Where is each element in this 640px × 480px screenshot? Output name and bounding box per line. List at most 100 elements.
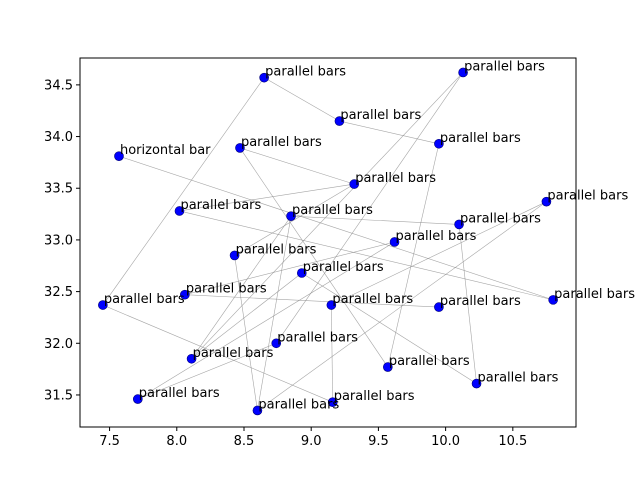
- x-tick-label: 8.0: [166, 434, 187, 449]
- plot-area-frame: [79, 57, 577, 428]
- data-point-label: parallel bars: [186, 282, 267, 297]
- connection-line: [137, 241, 395, 400]
- data-point: [235, 143, 245, 153]
- data-point: [349, 179, 360, 189]
- data-point-label: parallel bars: [180, 198, 261, 213]
- data-point-label: parallel bars: [554, 287, 635, 302]
- data-point: [132, 394, 143, 404]
- data-point: [286, 211, 296, 221]
- data-point: [454, 219, 464, 230]
- data-point: [383, 362, 393, 372]
- connection-line: [191, 272, 302, 360]
- y-tick-label: 32.0: [44, 337, 73, 352]
- data-point-label: parallel bars: [340, 108, 421, 123]
- x-tick-label: 9.0: [301, 434, 322, 449]
- data-point-label: horizontal bar: [120, 143, 211, 158]
- x-tick-label: 10.0: [431, 434, 460, 449]
- data-point-label: parallel bars: [193, 346, 274, 361]
- data-point-label: parallel bars: [236, 242, 317, 257]
- connection-line: [118, 155, 554, 301]
- data-point: [271, 338, 282, 349]
- connection-line: [458, 224, 477, 384]
- data-point-label: parallel bars: [396, 229, 477, 244]
- data-point: [327, 397, 338, 407]
- data-point: [326, 300, 337, 310]
- connection-line: [234, 183, 355, 256]
- connection-line: [276, 72, 464, 344]
- data-point-label: parallel bars: [104, 292, 185, 307]
- y-tick-label: 33.5: [44, 182, 73, 197]
- data-point-label: parallel bars: [265, 65, 346, 80]
- data-point-label: parallel bars: [389, 354, 470, 369]
- connection-line: [339, 120, 439, 145]
- data-point: [180, 289, 190, 300]
- connection-line: [184, 294, 439, 308]
- connection-line: [102, 77, 265, 306]
- data-point-label: parallel bars: [547, 189, 628, 204]
- data-point: [434, 302, 444, 312]
- data-point-label: parallel bars: [139, 386, 220, 401]
- y-tick-label: 34.5: [44, 78, 73, 93]
- points-layer: [98, 67, 558, 416]
- y-tick-label: 34.0: [44, 130, 73, 145]
- connection-line: [257, 216, 292, 411]
- data-point: [186, 353, 197, 364]
- connection-line: [239, 147, 389, 368]
- data-point-label: parallel bars: [277, 330, 358, 345]
- data-point-label: parallel bars: [440, 131, 521, 146]
- connection-line: [179, 183, 355, 212]
- y-tick-label: 31.5: [44, 388, 73, 403]
- data-point: [259, 72, 269, 83]
- data-point: [229, 250, 240, 261]
- connection-line: [301, 272, 477, 384]
- data-point: [334, 116, 345, 126]
- connection-line: [102, 304, 333, 403]
- y-axis: 31.5 32.0 32.5 33.0 33.5 34.0 34.5: [44, 78, 80, 403]
- data-point: [252, 405, 263, 416]
- data-point: [389, 237, 400, 247]
- data-point-label: parallel bars: [303, 260, 384, 275]
- data-point: [434, 138, 444, 149]
- x-tick-label: 8.5: [234, 434, 255, 449]
- x-tick-label: 7.5: [99, 434, 120, 449]
- data-point-label: parallel bars: [478, 371, 559, 386]
- data-point: [114, 151, 124, 161]
- connection-line: [137, 342, 277, 400]
- data-point-label: parallel bars: [464, 59, 545, 74]
- data-point-label: parallel bars: [241, 135, 322, 150]
- edges-layer: [102, 72, 554, 411]
- data-point-label: parallel bars: [334, 389, 415, 404]
- data-point: [548, 295, 558, 305]
- x-tick-label: 10.5: [498, 434, 527, 449]
- y-tick-label: 32.5: [44, 285, 73, 300]
- connection-line: [184, 241, 395, 295]
- connection-line: [264, 77, 340, 122]
- connection-line: [179, 210, 554, 301]
- data-point: [471, 378, 482, 389]
- x-tick-label: 9.5: [368, 434, 389, 449]
- connection-line: [191, 215, 292, 359]
- data-point-label: parallel bars: [332, 292, 413, 307]
- y-tick-label: 33.0: [44, 233, 73, 248]
- connection-line: [191, 72, 464, 359]
- data-point: [174, 206, 185, 216]
- data-point: [296, 268, 307, 278]
- data-point-label: parallel bars: [292, 203, 373, 218]
- data-point-label: parallel bars: [355, 171, 436, 186]
- data-point-label: parallel bars: [258, 397, 339, 412]
- data-point: [458, 67, 468, 78]
- x-axis: 7.5 8.0 8.5 9.0 9.5 10.0 10.5: [99, 427, 527, 449]
- data-point: [98, 300, 108, 310]
- data-point-label: parallel bars: [460, 211, 541, 226]
- connection-line: [239, 147, 355, 185]
- connection-line: [234, 255, 258, 411]
- data-point-label: parallel bars: [440, 294, 521, 309]
- connection-line: [331, 305, 334, 403]
- data-point: [541, 196, 552, 207]
- connection-line: [331, 201, 547, 306]
- connection-line: [291, 215, 460, 225]
- connection-line: [387, 143, 440, 368]
- connection-line: [257, 201, 547, 411]
